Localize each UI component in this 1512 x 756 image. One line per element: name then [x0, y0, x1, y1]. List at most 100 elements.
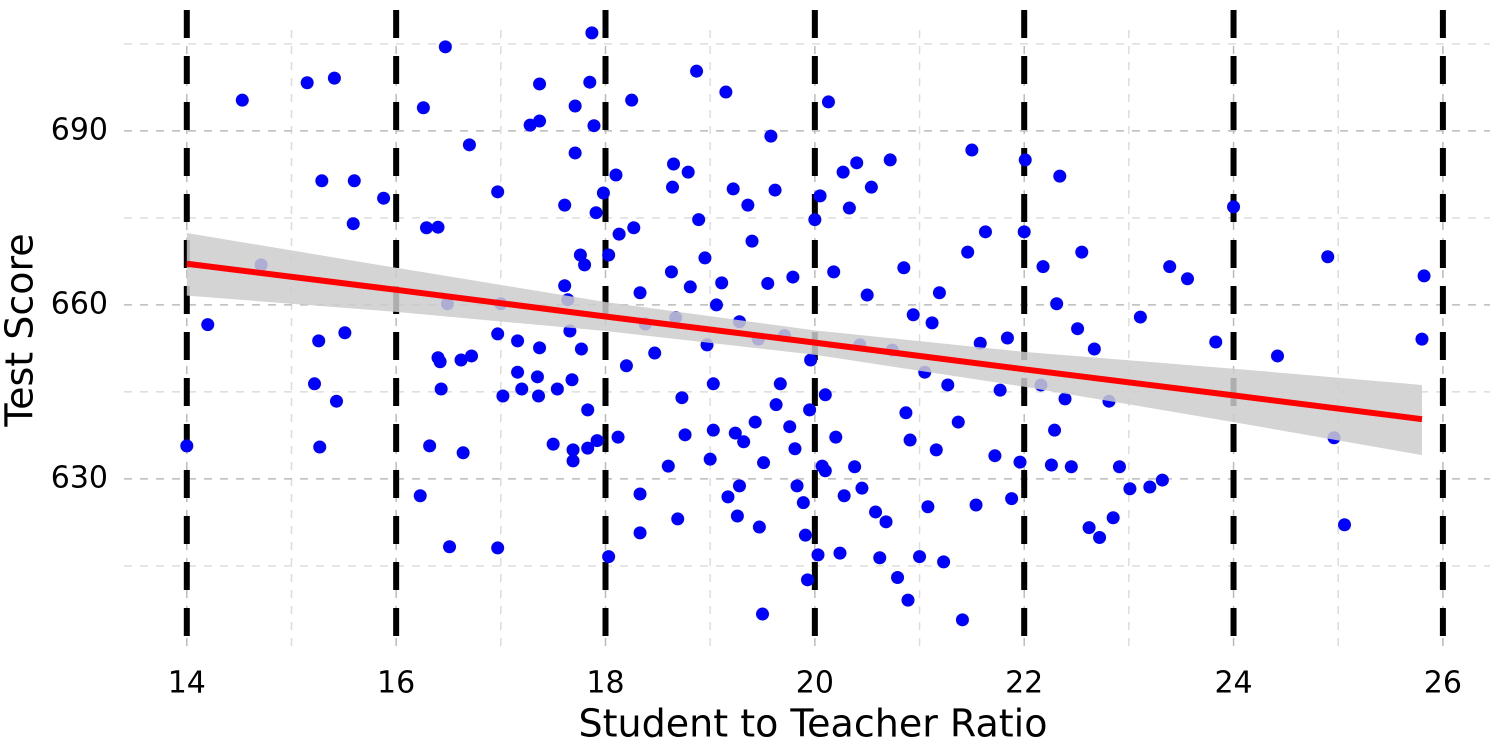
- point: [675, 391, 689, 405]
- point: [587, 119, 601, 133]
- point: [625, 93, 639, 107]
- point: [798, 528, 812, 542]
- point: [456, 446, 470, 460]
- point: [665, 180, 679, 194]
- point: [454, 353, 468, 367]
- point: [413, 489, 427, 503]
- point: [1044, 458, 1058, 472]
- x-tick-label: 18: [586, 666, 624, 701]
- point: [589, 206, 603, 220]
- point: [1082, 521, 1096, 535]
- point: [932, 286, 946, 300]
- point: [1321, 250, 1335, 264]
- point: [698, 251, 712, 265]
- point: [201, 318, 215, 332]
- point: [833, 546, 847, 560]
- x-tick-label: 26: [1424, 666, 1462, 701]
- point: [431, 220, 445, 234]
- point: [993, 383, 1007, 397]
- point: [585, 26, 599, 40]
- point: [633, 286, 647, 300]
- point: [308, 377, 322, 391]
- point: [568, 99, 582, 113]
- point: [533, 77, 547, 91]
- point: [969, 498, 983, 512]
- point: [678, 428, 692, 442]
- point: [827, 265, 841, 279]
- point: [420, 221, 434, 235]
- point: [565, 373, 579, 387]
- point: [611, 430, 625, 444]
- point: [1209, 335, 1223, 349]
- point: [533, 341, 547, 355]
- point: [315, 174, 329, 188]
- point: [706, 377, 720, 391]
- point: [864, 180, 878, 194]
- point: [627, 221, 641, 235]
- point: [1048, 423, 1062, 437]
- point: [1163, 260, 1177, 274]
- point: [965, 143, 979, 157]
- point: [1087, 342, 1101, 356]
- point: [1338, 518, 1352, 532]
- x-axis-label: Student to Teacher Ratio: [579, 702, 1048, 746]
- point: [530, 370, 544, 384]
- point: [1417, 269, 1431, 283]
- point: [1112, 460, 1126, 474]
- point: [1058, 392, 1072, 406]
- point: [879, 515, 893, 529]
- point: [848, 460, 862, 474]
- point: [1017, 225, 1031, 239]
- point: [609, 168, 623, 182]
- point: [757, 456, 771, 470]
- point: [829, 430, 843, 444]
- point: [491, 185, 505, 199]
- point: [715, 276, 729, 290]
- point: [811, 548, 825, 562]
- point: [813, 189, 827, 203]
- point: [988, 449, 1002, 463]
- point: [1133, 310, 1147, 324]
- point: [719, 85, 733, 99]
- point: [465, 349, 479, 363]
- point: [491, 541, 505, 555]
- point: [511, 334, 525, 348]
- point: [752, 520, 766, 534]
- x-tick-label: 22: [1005, 666, 1043, 701]
- point: [1093, 530, 1107, 544]
- point: [581, 403, 595, 417]
- point: [891, 571, 905, 585]
- point: [1000, 331, 1014, 345]
- point: [801, 573, 815, 587]
- point: [377, 191, 391, 205]
- point: [869, 505, 883, 519]
- point: [855, 481, 869, 495]
- point: [558, 198, 572, 212]
- point: [648, 346, 662, 360]
- point: [937, 555, 951, 569]
- point: [818, 388, 832, 402]
- point: [842, 201, 856, 215]
- point: [681, 165, 695, 179]
- point: [566, 454, 580, 468]
- point: [546, 437, 560, 451]
- point: [803, 403, 817, 417]
- point: [462, 138, 476, 152]
- point: [728, 426, 742, 440]
- point: [433, 355, 447, 369]
- point: [590, 434, 604, 448]
- point: [1064, 460, 1078, 474]
- point: [312, 334, 326, 348]
- point: [612, 227, 626, 241]
- point: [732, 479, 746, 493]
- point: [300, 76, 314, 90]
- point: [338, 326, 352, 340]
- point: [1155, 473, 1169, 487]
- point: [1271, 349, 1285, 363]
- point: [748, 415, 762, 429]
- point: [860, 288, 874, 302]
- point: [434, 382, 448, 396]
- point: [721, 490, 735, 504]
- point: [347, 174, 361, 188]
